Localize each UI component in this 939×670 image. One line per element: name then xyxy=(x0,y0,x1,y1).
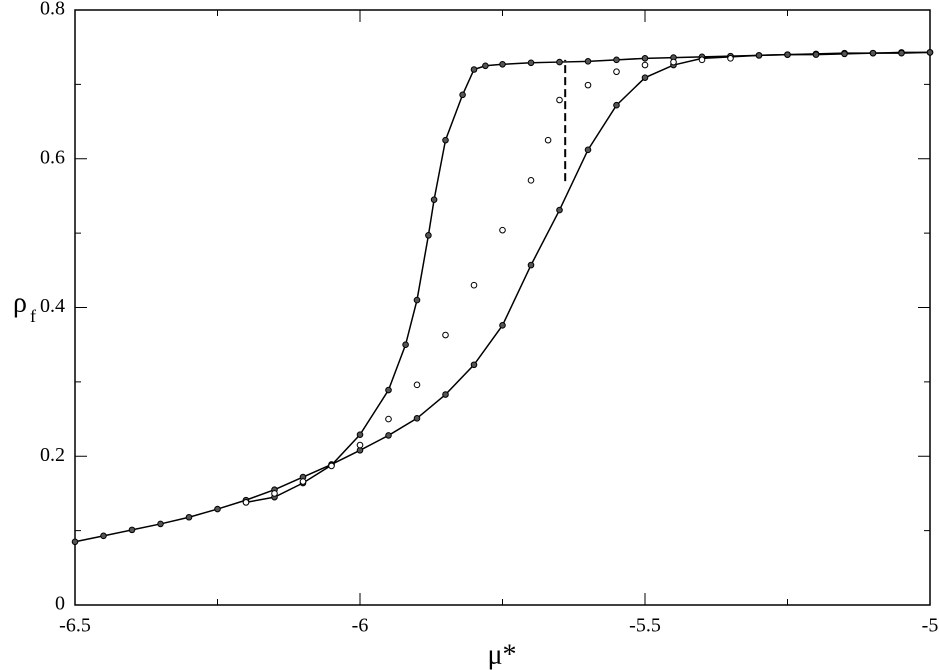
data-point xyxy=(584,146,592,154)
data-point xyxy=(784,51,791,58)
y-tick-label: 0.2 xyxy=(40,444,65,466)
data-point xyxy=(499,60,506,68)
data-point xyxy=(841,50,848,58)
data-point xyxy=(214,505,221,513)
x-tick-label: -6.5 xyxy=(59,615,91,637)
data-point xyxy=(413,381,421,389)
data-point xyxy=(470,281,478,289)
data-point xyxy=(482,62,489,70)
data-point xyxy=(556,96,563,104)
data-point xyxy=(128,526,136,534)
data-point xyxy=(442,331,449,339)
data-point xyxy=(727,55,734,62)
data-point xyxy=(413,415,421,422)
data-point xyxy=(556,58,563,66)
data-point xyxy=(385,432,392,439)
data-point xyxy=(470,66,478,73)
x-tick-label: -5.5 xyxy=(629,615,661,637)
x-tick-label: -6 xyxy=(352,615,369,637)
series-line xyxy=(245,51,931,504)
data-point xyxy=(328,462,335,470)
data-point xyxy=(442,391,449,398)
data-point xyxy=(413,296,421,304)
data-point xyxy=(402,341,409,348)
data-point xyxy=(385,415,392,423)
data-point xyxy=(613,56,620,64)
data-point xyxy=(641,74,649,81)
data-point xyxy=(527,177,535,184)
data-point xyxy=(898,49,905,57)
data-point xyxy=(613,68,620,76)
data-point xyxy=(584,58,592,65)
data-point xyxy=(698,56,706,64)
data-point xyxy=(356,431,364,438)
data-point xyxy=(470,361,478,369)
data-point xyxy=(926,49,934,56)
data-point xyxy=(157,520,164,528)
data-point xyxy=(670,58,677,66)
y-axis-label-subscript: f xyxy=(30,306,36,326)
data-point xyxy=(527,261,535,269)
data-point xyxy=(755,52,763,59)
y-tick-label: 0.6 xyxy=(40,146,65,168)
data-point xyxy=(356,441,364,449)
data-point xyxy=(425,232,432,239)
data-point xyxy=(641,55,649,62)
x-axis-label: μ* xyxy=(487,639,516,670)
data-point xyxy=(71,538,79,546)
data-point xyxy=(430,196,438,203)
data-point xyxy=(299,478,307,485)
data-point xyxy=(869,49,877,57)
y-tick-label: 0.8 xyxy=(40,0,65,20)
series-line xyxy=(74,51,930,543)
data-point xyxy=(185,513,193,521)
y-axis-label: ρ xyxy=(13,287,27,318)
data-point xyxy=(100,532,107,540)
data-point xyxy=(641,61,649,69)
data-point xyxy=(812,51,820,58)
data-point xyxy=(499,322,506,329)
data-point xyxy=(271,490,278,497)
data-point xyxy=(613,101,620,109)
x-tick-label: -5 xyxy=(922,615,939,637)
data-point xyxy=(385,386,392,394)
data-point xyxy=(584,81,592,89)
data-point xyxy=(499,226,506,234)
data-point xyxy=(556,206,563,214)
y-tick-label: 0 xyxy=(55,593,65,615)
data-point xyxy=(527,59,535,67)
plot-frame xyxy=(74,9,931,606)
data-point xyxy=(242,499,250,506)
data-point xyxy=(442,136,449,144)
y-tick-label: 0.4 xyxy=(40,295,65,317)
data-point xyxy=(459,91,466,99)
data-point xyxy=(544,136,552,144)
